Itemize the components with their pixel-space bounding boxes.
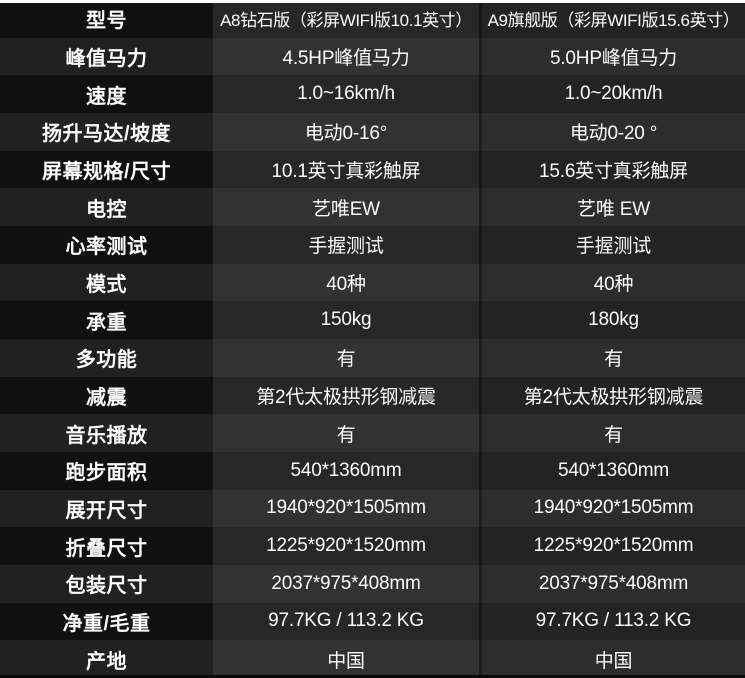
spec-value-a8: 1940*920*1505mm bbox=[213, 489, 479, 528]
spec-row-unfolded-size: 展开尺寸 1940*920*1505mm 1940*920*1505mm bbox=[0, 489, 745, 528]
spec-value-a8: 第2代太极拱形钢减震 bbox=[213, 376, 479, 415]
spec-value-a9: 电动0-20 ° bbox=[479, 113, 745, 151]
spec-value-a9: 2037*975*408mm bbox=[479, 565, 745, 603]
spec-label: 折叠尺寸 bbox=[0, 527, 213, 565]
spec-label: 跑步面积 bbox=[0, 452, 213, 490]
spec-row-incline-motor: 扬升马达/坡度 电动0-16° 电动0-20 ° bbox=[0, 113, 745, 151]
spec-row-controller: 电控 艺唯EW 艺唯 EW bbox=[0, 188, 745, 226]
spec-row-peak-horsepower: 峰值马力 4.5HP峰值马力 5.0HP峰值马力 bbox=[0, 37, 745, 76]
spec-value-a8: 艺唯EW bbox=[213, 188, 479, 226]
spec-row-net-gross-weight: 净重/毛重 97.7KG / 113.2 KG 97.7KG / 113.2 K… bbox=[0, 602, 745, 641]
spec-value-a8: 540*1360mm bbox=[213, 452, 479, 490]
spec-value-a8: 手握测试 bbox=[213, 226, 479, 264]
spec-value-a9: 40种 bbox=[479, 263, 745, 302]
spec-value-a8: 中国 bbox=[213, 640, 479, 678]
spec-label: 产地 bbox=[0, 640, 213, 678]
spec-value-a8: 电动0-16° bbox=[213, 113, 479, 151]
spec-value-a9: 艺唯 EW bbox=[479, 188, 745, 226]
spec-value-a9: 1940*920*1505mm bbox=[479, 489, 745, 528]
spec-row-model: 型号 A8钻石版（彩屏WIFI版10.1英寸） A9旗舰版（彩屏WIFI版15.… bbox=[0, 0, 745, 38]
spec-value-a8: 40种 bbox=[213, 263, 479, 302]
spec-value-a9: 手握测试 bbox=[479, 226, 745, 264]
spec-row-shock-absorption: 减震 第2代太极拱形钢减震 第2代太极拱形钢减震 bbox=[0, 376, 745, 415]
spec-label: 扬升马达/坡度 bbox=[0, 113, 213, 151]
spec-value-a8: 有 bbox=[213, 339, 479, 377]
spec-value-a8: 1225*920*1520mm bbox=[213, 527, 479, 565]
spec-value-a9: 有 bbox=[479, 339, 745, 377]
bottom-edge-divider bbox=[0, 675, 745, 678]
spec-label: 净重/毛重 bbox=[0, 602, 213, 641]
spec-label: 峰值马力 bbox=[0, 37, 213, 76]
spec-row-folded-size: 折叠尺寸 1225*920*1520mm 1225*920*1520mm bbox=[0, 527, 745, 565]
top-edge-divider bbox=[0, 0, 745, 3]
spec-row-heart-rate-test: 心率测试 手握测试 手握测试 bbox=[0, 226, 745, 264]
spec-label: 音乐播放 bbox=[0, 414, 213, 452]
spec-label: 速度 bbox=[0, 75, 213, 113]
spec-value-a9: 1225*920*1520mm bbox=[479, 527, 745, 565]
spec-label: 多功能 bbox=[0, 339, 213, 377]
spec-row-max-load: 承重 150kg 180kg bbox=[0, 301, 745, 339]
spec-value-a8: A8钻石版（彩屏WIFI版10.1英寸） bbox=[213, 0, 479, 38]
spec-value-a8: 2037*975*408mm bbox=[213, 565, 479, 603]
spec-row-music-playback: 音乐播放 有 有 bbox=[0, 414, 745, 452]
spec-value-a9: A9旗舰版（彩屏WIFI版15.6英寸） bbox=[479, 0, 745, 38]
spec-row-running-area: 跑步面积 540*1360mm 540*1360mm bbox=[0, 452, 745, 490]
spec-row-multifunction: 多功能 有 有 bbox=[0, 339, 745, 377]
spec-value-a8: 10.1英寸真彩触屏 bbox=[213, 150, 479, 189]
spec-label: 减震 bbox=[0, 376, 213, 415]
spec-value-a9: 有 bbox=[479, 414, 745, 452]
spec-value-a9: 中国 bbox=[479, 640, 745, 678]
spec-value-a8: 97.7KG / 113.2 KG bbox=[213, 602, 479, 641]
spec-row-origin: 产地 中国 中国 bbox=[0, 640, 745, 678]
spec-row-screen-size: 屏幕规格/尺寸 10.1英寸真彩触屏 15.6英寸真彩触屏 bbox=[0, 150, 745, 189]
spec-label: 包装尺寸 bbox=[0, 565, 213, 603]
spec-value-a8: 4.5HP峰值马力 bbox=[213, 37, 479, 76]
spec-label: 模式 bbox=[0, 263, 213, 302]
spec-value-a9: 180kg bbox=[479, 301, 745, 339]
spec-value-a9: 5.0HP峰值马力 bbox=[479, 37, 745, 76]
spec-value-a8: 150kg bbox=[213, 301, 479, 339]
spec-value-a9: 540*1360mm bbox=[479, 452, 745, 490]
spec-label: 屏幕规格/尺寸 bbox=[0, 150, 213, 189]
spec-value-a9: 第2代太极拱形钢减震 bbox=[479, 376, 745, 415]
spec-value-a8: 有 bbox=[213, 414, 479, 452]
spec-value-a9: 15.6英寸真彩触屏 bbox=[479, 150, 745, 189]
spec-row-speed: 速度 1.0~16km/h 1.0~20km/h bbox=[0, 75, 745, 113]
spec-value-a9: 1.0~20km/h bbox=[479, 75, 745, 113]
spec-row-modes: 模式 40种 40种 bbox=[0, 263, 745, 302]
spec-value-a8: 1.0~16km/h bbox=[213, 75, 479, 113]
spec-label: 型号 bbox=[0, 0, 213, 38]
spec-label: 承重 bbox=[0, 301, 213, 339]
spec-label: 心率测试 bbox=[0, 226, 213, 264]
spec-row-package-size: 包装尺寸 2037*975*408mm 2037*975*408mm bbox=[0, 565, 745, 603]
spec-label: 电控 bbox=[0, 188, 213, 226]
spec-label: 展开尺寸 bbox=[0, 489, 213, 528]
spec-value-a9: 97.7KG / 113.2 KG bbox=[479, 602, 745, 641]
